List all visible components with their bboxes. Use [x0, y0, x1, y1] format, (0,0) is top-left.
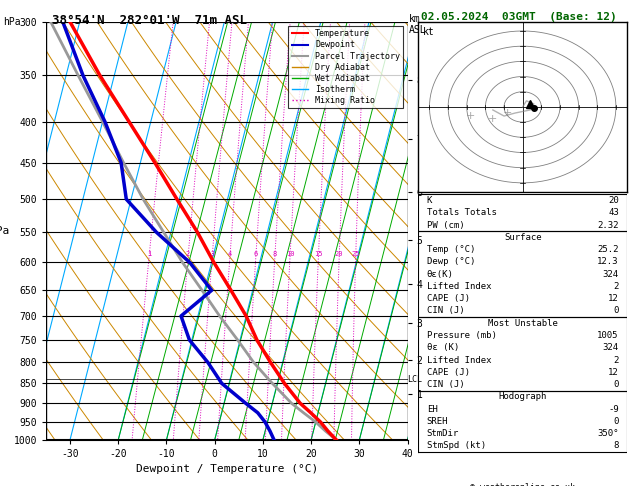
Text: 4: 4 — [228, 251, 232, 257]
Text: EH: EH — [426, 404, 437, 414]
Text: 1005: 1005 — [598, 331, 619, 340]
Text: 0: 0 — [613, 307, 619, 315]
Text: 1: 1 — [147, 251, 151, 257]
Text: 38°54'N  282°01'W  71m ASL: 38°54'N 282°01'W 71m ASL — [52, 14, 247, 27]
Text: 3: 3 — [210, 251, 214, 257]
Text: 12.3: 12.3 — [598, 258, 619, 266]
Text: 25: 25 — [352, 251, 360, 257]
Text: 2: 2 — [613, 282, 619, 291]
Text: © weatheronline.co.uk: © weatheronline.co.uk — [470, 483, 575, 486]
Text: 350°: 350° — [598, 429, 619, 438]
Text: 8: 8 — [273, 251, 277, 257]
Text: 20: 20 — [335, 251, 343, 257]
Text: Hodograph: Hodograph — [499, 392, 547, 401]
Text: Lifted Index: Lifted Index — [426, 282, 491, 291]
Text: PW (cm): PW (cm) — [426, 221, 464, 229]
Text: 02.05.2024  03GMT  (Base: 12): 02.05.2024 03GMT (Base: 12) — [421, 12, 617, 22]
Text: θε(K): θε(K) — [426, 270, 454, 278]
Text: 6: 6 — [253, 251, 258, 257]
Text: 324: 324 — [603, 343, 619, 352]
Text: CAPE (J): CAPE (J) — [426, 368, 470, 377]
Text: 2: 2 — [613, 356, 619, 364]
Text: Lifted Index: Lifted Index — [426, 356, 491, 364]
Text: CIN (J): CIN (J) — [426, 307, 464, 315]
Text: Temp (°C): Temp (°C) — [426, 245, 475, 254]
Text: Pressure (mb): Pressure (mb) — [426, 331, 496, 340]
Text: CAPE (J): CAPE (J) — [426, 294, 470, 303]
Text: 0: 0 — [613, 417, 619, 426]
Text: SREH: SREH — [426, 417, 448, 426]
X-axis label: Dewpoint / Temperature (°C): Dewpoint / Temperature (°C) — [136, 465, 318, 474]
Text: Most Unstable: Most Unstable — [487, 319, 558, 328]
Text: 8: 8 — [613, 441, 619, 451]
Text: +: + — [503, 108, 513, 118]
Text: 324: 324 — [603, 270, 619, 278]
Text: θε (K): θε (K) — [426, 343, 459, 352]
Y-axis label: hPa: hPa — [0, 226, 9, 236]
Text: +: + — [466, 111, 475, 121]
Text: 2.32: 2.32 — [598, 221, 619, 229]
Text: StmSpd (kt): StmSpd (kt) — [426, 441, 486, 451]
Text: Totals Totals: Totals Totals — [426, 208, 496, 217]
Text: 2: 2 — [186, 251, 190, 257]
Text: kt: kt — [423, 27, 434, 37]
Text: 25.2: 25.2 — [598, 245, 619, 254]
Text: km
ASL: km ASL — [409, 14, 426, 35]
Text: -9: -9 — [608, 404, 619, 414]
Text: 0: 0 — [613, 380, 619, 389]
Legend: Temperature, Dewpoint, Parcel Trajectory, Dry Adiabat, Wet Adiabat, Isotherm, Mi: Temperature, Dewpoint, Parcel Trajectory… — [289, 26, 403, 108]
Text: 12: 12 — [608, 294, 619, 303]
Text: 15: 15 — [314, 251, 323, 257]
Text: Dewp (°C): Dewp (°C) — [426, 258, 475, 266]
Text: CIN (J): CIN (J) — [426, 380, 464, 389]
Text: StmDir: StmDir — [426, 429, 459, 438]
Text: 20: 20 — [608, 196, 619, 205]
Text: 10: 10 — [286, 251, 294, 257]
Text: 12: 12 — [608, 368, 619, 377]
Text: LCL: LCL — [408, 375, 423, 384]
Text: Surface: Surface — [504, 233, 542, 242]
Text: K: K — [426, 196, 432, 205]
Text: 43: 43 — [608, 208, 619, 217]
Text: hPa: hPa — [3, 17, 21, 27]
Text: +: + — [488, 114, 498, 124]
